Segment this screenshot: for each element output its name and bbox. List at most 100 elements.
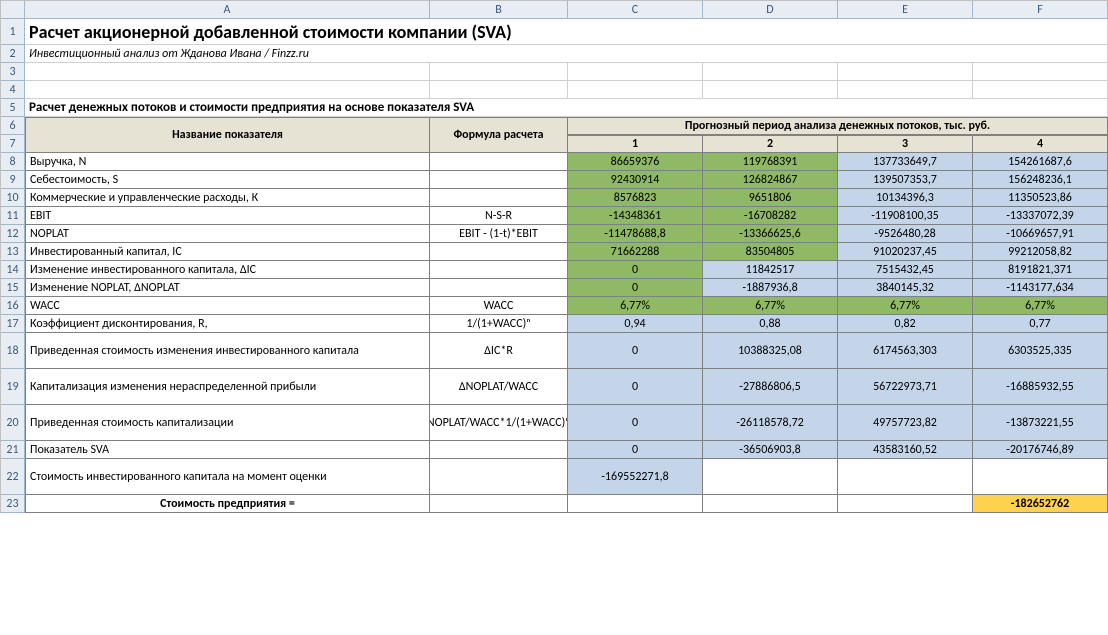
data-cell[interactable]: -13337072,39 bbox=[973, 207, 1108, 225]
data-cell[interactable]: 92430914 bbox=[568, 171, 703, 189]
data-cell[interactable]: 86659376 bbox=[568, 153, 703, 171]
empty-cell[interactable] bbox=[973, 81, 1108, 99]
data-cell[interactable]: -11478688,8 bbox=[568, 225, 703, 243]
row-header-11[interactable]: 11 bbox=[1, 207, 25, 225]
data-cell[interactable]: 0,77 bbox=[973, 315, 1108, 333]
data-cell[interactable]: 9651806 bbox=[703, 189, 838, 207]
empty-cell[interactable] bbox=[25, 63, 430, 81]
data-cell[interactable]: 6,77% bbox=[838, 297, 973, 315]
data-cell[interactable] bbox=[973, 459, 1108, 495]
data-cell[interactable] bbox=[838, 459, 973, 495]
row-header-16[interactable]: 16 bbox=[1, 297, 25, 315]
data-cell[interactable] bbox=[703, 459, 838, 495]
row-header-21[interactable]: 21 bbox=[1, 441, 25, 459]
data-cell[interactable]: -16885932,55 bbox=[973, 369, 1108, 405]
data-cell[interactable]: -27886806,5 bbox=[703, 369, 838, 405]
data-cell[interactable]: 99212058,82 bbox=[973, 243, 1108, 261]
empty-cell[interactable] bbox=[838, 81, 973, 99]
data-cell[interactable]: 0 bbox=[568, 333, 703, 369]
column-header-D[interactable]: D bbox=[703, 1, 838, 19]
data-cell[interactable]: -16708282 bbox=[703, 207, 838, 225]
data-cell[interactable]: -9526480,28 bbox=[838, 225, 973, 243]
column-header-A[interactable]: A bbox=[25, 1, 430, 19]
row-header-5[interactable]: 5 bbox=[1, 99, 25, 117]
row-header-4[interactable]: 4 bbox=[1, 81, 25, 99]
data-cell[interactable]: 6,77% bbox=[703, 297, 838, 315]
row-header-1[interactable]: 1 bbox=[1, 19, 25, 45]
data-cell[interactable]: -26118578,72 bbox=[703, 405, 838, 441]
data-cell[interactable]: 0 bbox=[568, 279, 703, 297]
data-cell[interactable]: 91020237,45 bbox=[838, 243, 973, 261]
data-cell[interactable]: 8191821,371 bbox=[973, 261, 1108, 279]
data-cell[interactable]: 71662288 bbox=[568, 243, 703, 261]
empty-cell[interactable] bbox=[430, 81, 568, 99]
data-cell[interactable]: 137733649,7 bbox=[838, 153, 973, 171]
row-header-18[interactable]: 18 bbox=[1, 333, 25, 369]
data-cell[interactable]: 139507353,7 bbox=[838, 171, 973, 189]
data-cell[interactable]: -14348361 bbox=[568, 207, 703, 225]
footer-blank[interactable] bbox=[568, 495, 703, 513]
data-cell[interactable]: -20176746,89 bbox=[973, 441, 1108, 459]
column-header-F[interactable]: F bbox=[973, 1, 1108, 19]
data-cell[interactable]: -36506903,8 bbox=[703, 441, 838, 459]
row-header-22[interactable]: 22 bbox=[1, 459, 25, 495]
data-cell[interactable]: 49757723,82 bbox=[838, 405, 973, 441]
empty-cell[interactable] bbox=[703, 81, 838, 99]
data-cell[interactable]: 0,82 bbox=[838, 315, 973, 333]
empty-cell[interactable] bbox=[430, 63, 568, 81]
empty-cell[interactable] bbox=[568, 63, 703, 81]
data-cell[interactable]: 8576823 bbox=[568, 189, 703, 207]
data-cell[interactable]: 119768391 bbox=[703, 153, 838, 171]
row-header-15[interactable]: 15 bbox=[1, 279, 25, 297]
column-header-C[interactable]: C bbox=[568, 1, 703, 19]
data-cell[interactable]: 43583160,52 bbox=[838, 441, 973, 459]
empty-cell[interactable] bbox=[973, 63, 1108, 81]
row-header-10[interactable]: 10 bbox=[1, 189, 25, 207]
row-header-2[interactable]: 2 bbox=[1, 45, 25, 63]
data-cell[interactable]: 6303525,335 bbox=[973, 333, 1108, 369]
data-cell[interactable]: -1143177,634 bbox=[973, 279, 1108, 297]
row-header-7[interactable]: 7 bbox=[1, 135, 25, 153]
data-cell[interactable]: -11908100,35 bbox=[838, 207, 973, 225]
empty-cell[interactable] bbox=[838, 63, 973, 81]
data-cell[interactable]: 10388325,08 bbox=[703, 333, 838, 369]
data-cell[interactable]: -13873221,55 bbox=[973, 405, 1108, 441]
row-header-23[interactable]: 23 bbox=[1, 495, 25, 513]
row-header-3[interactable]: 3 bbox=[1, 63, 25, 81]
data-cell[interactable]: 6,77% bbox=[568, 297, 703, 315]
data-cell[interactable]: -1887936,8 bbox=[703, 279, 838, 297]
row-header-14[interactable]: 14 bbox=[1, 261, 25, 279]
data-cell[interactable]: 3840145,32 bbox=[838, 279, 973, 297]
column-header-E[interactable]: E bbox=[838, 1, 973, 19]
row-header-13[interactable]: 13 bbox=[1, 243, 25, 261]
data-cell[interactable]: 83504805 bbox=[703, 243, 838, 261]
empty-cell[interactable] bbox=[25, 81, 430, 99]
data-cell[interactable]: 10134396,3 bbox=[838, 189, 973, 207]
empty-cell[interactable] bbox=[703, 63, 838, 81]
data-cell[interactable]: 0 bbox=[568, 405, 703, 441]
data-cell[interactable]: 0,94 bbox=[568, 315, 703, 333]
data-cell[interactable]: 6174563,303 bbox=[838, 333, 973, 369]
footer-blank[interactable] bbox=[838, 495, 973, 513]
row-header-8[interactable]: 8 bbox=[1, 153, 25, 171]
column-header-B[interactable]: B bbox=[430, 1, 568, 19]
data-cell[interactable]: 126824867 bbox=[703, 171, 838, 189]
data-cell[interactable]: 11842517 bbox=[703, 261, 838, 279]
row-header-20[interactable]: 20 bbox=[1, 405, 25, 441]
footer-blank[interactable] bbox=[703, 495, 838, 513]
spreadsheet-grid[interactable]: ABCDEF1Расчет акционерной добавленной ст… bbox=[0, 0, 1108, 513]
data-cell[interactable]: 11350523,86 bbox=[973, 189, 1108, 207]
data-cell[interactable]: 0,88 bbox=[703, 315, 838, 333]
empty-cell[interactable] bbox=[568, 81, 703, 99]
data-cell[interactable]: -13366625,6 bbox=[703, 225, 838, 243]
row-header-6[interactable]: 6 bbox=[1, 117, 25, 135]
data-cell[interactable]: 0 bbox=[568, 261, 703, 279]
row-header-12[interactable]: 12 bbox=[1, 225, 25, 243]
footer-blank[interactable] bbox=[430, 495, 568, 513]
data-cell[interactable]: 156248236,1 bbox=[973, 171, 1108, 189]
row-header-9[interactable]: 9 bbox=[1, 171, 25, 189]
data-cell[interactable]: 154261687,6 bbox=[973, 153, 1108, 171]
data-cell[interactable]: 0 bbox=[568, 369, 703, 405]
data-cell[interactable]: 7515432,45 bbox=[838, 261, 973, 279]
data-cell[interactable]: -10669657,91 bbox=[973, 225, 1108, 243]
